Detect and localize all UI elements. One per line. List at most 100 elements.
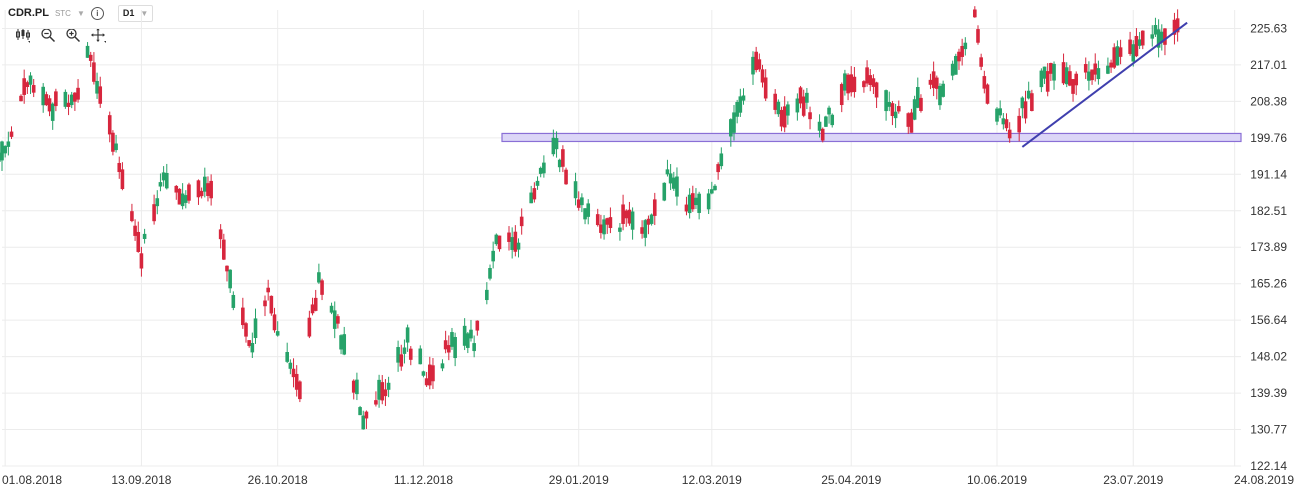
candle-body [380, 382, 385, 401]
candle-body [868, 75, 873, 85]
candle-body [982, 76, 987, 89]
candles-icon[interactable] [15, 27, 31, 43]
candle-body [1074, 73, 1079, 86]
candle-body [602, 219, 606, 235]
candle-body [912, 99, 917, 120]
candle-body [643, 220, 648, 238]
candle-body [405, 327, 410, 343]
candle-body [662, 182, 667, 201]
date-tick-label: 23.07.2019 [1103, 473, 1163, 487]
candle-body [358, 407, 362, 416]
candle-body [253, 318, 258, 339]
market-dropdown-icon[interactable]: ▼ [76, 8, 85, 18]
info-icon[interactable]: i [90, 6, 104, 20]
candle-body [310, 304, 315, 314]
candle-body [6, 141, 11, 147]
candle-body [95, 80, 99, 94]
candle-body [1042, 66, 1047, 79]
candle-body [909, 112, 914, 133]
zoom-out-icon[interactable] [40, 27, 56, 43]
candle-body [247, 340, 251, 346]
candle-body [849, 74, 854, 93]
candles-layer [0, 6, 1180, 430]
candle-body [586, 203, 591, 217]
date-tick-label: 25.04.2019 [821, 473, 881, 487]
date-tick-label: 13.09.2018 [111, 473, 171, 487]
price-tick-label: 199.76 [1250, 131, 1287, 145]
candle-body [399, 354, 404, 367]
candle-body [963, 42, 968, 50]
support-zone [501, 132, 1242, 143]
date-axis: 01.08.2018 13.09.2018 26.10.2018 11.12.2018… [2, 473, 1294, 487]
candle-body [1153, 25, 1158, 35]
candle-body [554, 138, 559, 150]
candle-body [76, 87, 80, 100]
candle-body [564, 169, 568, 185]
candle-body [92, 62, 96, 82]
candle-body [427, 364, 432, 386]
candle-body [782, 106, 787, 128]
candle-body [1007, 129, 1012, 139]
candle-body [824, 116, 828, 127]
candle-body [551, 137, 556, 155]
candle-body [1128, 39, 1132, 54]
candle-body [998, 108, 1002, 116]
candle-body [627, 209, 632, 224]
candle-body [871, 78, 876, 87]
chart-toolbar [15, 26, 106, 44]
candle-body [973, 9, 977, 18]
candle-body [402, 347, 407, 354]
candle-body [1093, 63, 1098, 75]
candle-body [466, 333, 470, 348]
candle-body [1064, 67, 1069, 85]
candle-body [1045, 71, 1050, 92]
chevron-down-icon: ▼ [140, 8, 149, 18]
grid [2, 10, 1241, 467]
candle-body [561, 149, 565, 167]
candle-body [244, 323, 248, 337]
candle-body [1030, 93, 1034, 112]
candle-body [535, 180, 540, 186]
candle-body [88, 54, 93, 61]
candle-body [339, 335, 343, 350]
candle-body [152, 204, 156, 222]
candle-body [735, 102, 739, 117]
candle-body [580, 197, 584, 206]
candle-body [50, 103, 55, 121]
candle-body [3, 145, 7, 154]
candle-body [542, 162, 546, 174]
candle-body [73, 92, 77, 102]
price-tick-label: 165.26 [1250, 277, 1287, 291]
candle-body [298, 381, 302, 400]
price-tick-label: 225.63 [1250, 21, 1287, 35]
candle-body [421, 371, 426, 376]
candle-body [808, 112, 812, 120]
price-tick-label: 148.02 [1250, 350, 1287, 364]
candle-body [228, 269, 232, 289]
candle-body [396, 347, 400, 363]
candle-body [621, 204, 625, 224]
candle-body [846, 74, 850, 94]
candle-body [1061, 62, 1066, 84]
candle-body [355, 379, 359, 395]
candle-body [779, 109, 784, 127]
candle-body [469, 329, 473, 339]
candle-body [1052, 63, 1056, 81]
candle-body [1109, 62, 1113, 68]
date-tick-label: 01.08.2018 [2, 473, 62, 487]
candle-body [599, 224, 603, 233]
candle-body [801, 96, 806, 116]
zoom-in-icon[interactable] [65, 27, 81, 43]
candle-body [1118, 47, 1123, 57]
move-icon[interactable] [90, 27, 106, 43]
timeframe-select[interactable]: D1 ▼ [117, 4, 154, 22]
candle-body [1159, 31, 1164, 43]
candle-body [995, 108, 999, 122]
candle-body [158, 182, 163, 187]
candle-body [269, 295, 274, 314]
candle-body [317, 272, 321, 283]
candle-body [884, 90, 888, 112]
candle-body [1001, 118, 1006, 125]
